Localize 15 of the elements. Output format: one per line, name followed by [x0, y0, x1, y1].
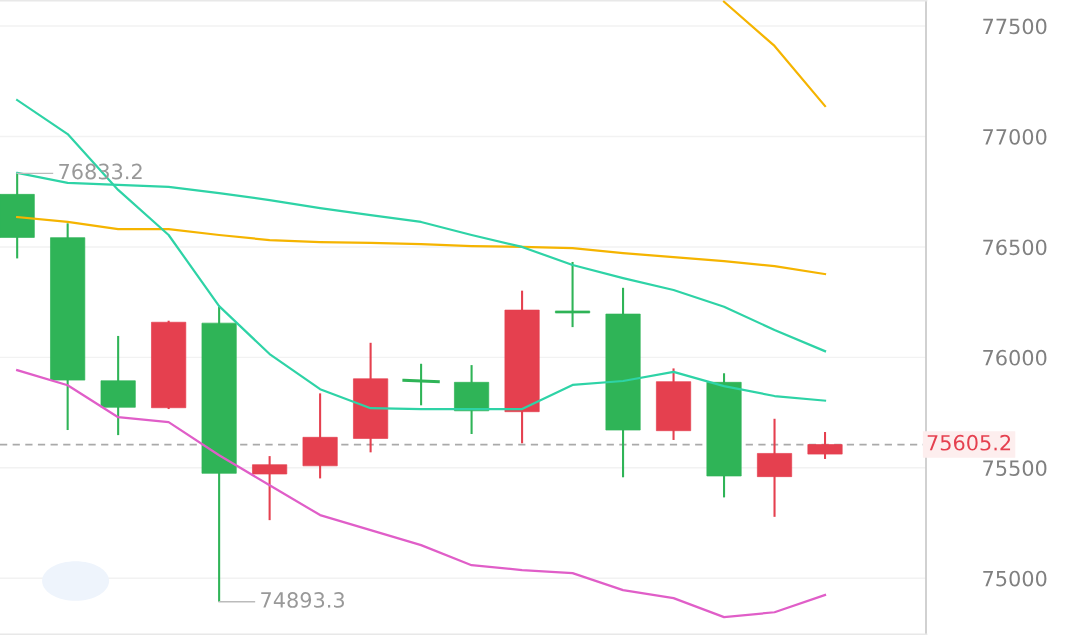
y-tick-label: 75000 — [983, 570, 1047, 587]
candlestick — [807, 430, 843, 461]
line-series — [16, 98, 827, 411]
candlestick — [402, 362, 440, 407]
y-tick-label: 75500 — [983, 460, 1047, 477]
y-tick-label: 77500 — [983, 18, 1047, 35]
ref-line-label: 75605.2 — [927, 434, 1011, 451]
candlestick — [252, 455, 288, 522]
candlestick — [555, 260, 591, 329]
y-tick-label: 77000 — [983, 128, 1047, 145]
line-series — [16, 216, 827, 276]
y-tick-label: 76000 — [983, 349, 1047, 366]
annotation: 74893.3 — [261, 592, 344, 608]
y-tick-label: 76500 — [983, 239, 1047, 256]
line-series — [16, 369, 827, 619]
